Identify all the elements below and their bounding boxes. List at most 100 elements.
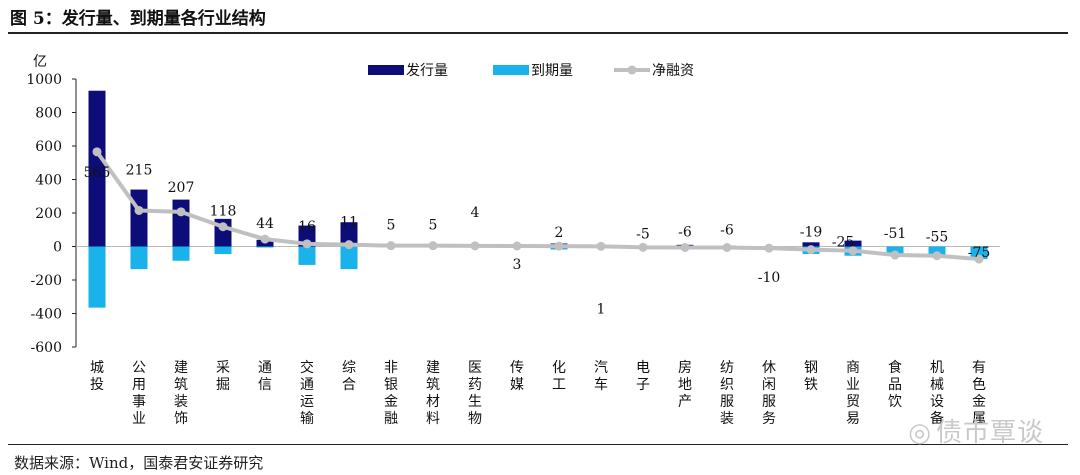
data-label: 4 [471, 205, 480, 221]
x-tick-label: 综合 [342, 360, 356, 393]
x-tick-label: 电子 [636, 360, 650, 393]
bar-maturity [256, 246, 274, 248]
x-tick-label: 休闲服务 [762, 360, 776, 427]
net-financing-point [596, 241, 606, 251]
data-label: -10 [758, 270, 781, 286]
x-tick-label: 机械设备 [930, 360, 944, 427]
data-label: -75 [968, 245, 991, 261]
bar-maturity [298, 246, 316, 265]
x-tick-label: 房地产 [678, 360, 692, 410]
net-financing-point [470, 241, 480, 251]
legend-label: 发行量 [406, 63, 448, 79]
data-label: 118 [210, 204, 237, 220]
chart: 发行量 到期量 净融资 -600 -400 -200 0 200 400 600 800 1000 亿… [26, 54, 1000, 427]
legend-swatch [493, 65, 529, 75]
net-financing-point [134, 205, 144, 215]
x-tick-label: 通信 [258, 360, 272, 393]
x-tick-label: 有色金属 [972, 360, 986, 427]
data-label: -6 [678, 225, 692, 241]
source-note: 数据来源：Wind，国泰君安证券研究 [14, 454, 264, 472]
data-labels: 565 215 207 118 44 16 11 5 5 4 3 2 1 -5 -6 -6 -10 -19 -25 -… [84, 162, 991, 317]
data-label: 5 [429, 218, 438, 234]
bar-maturity [214, 246, 232, 255]
bar-issuance [802, 242, 820, 247]
data-label: 565 [84, 165, 111, 181]
x-tick-label: 交通运输 [300, 359, 314, 427]
net-financing-point [428, 241, 438, 251]
net-financing-point [974, 254, 984, 264]
legend-label: 净融资 [652, 63, 694, 79]
net-line [92, 147, 984, 264]
data-label: 5 [387, 218, 396, 234]
bar-issuance [298, 225, 316, 247]
net-financing-point [806, 245, 816, 255]
bar-maturity [340, 246, 358, 270]
x-tick-label: 钢铁 [804, 360, 818, 393]
net-financing-point [764, 243, 774, 253]
y-tick-label: -600 [31, 340, 62, 356]
x-tick-label: 商业贸易 [846, 360, 860, 427]
bars [88, 90, 988, 308]
bar-issuance [844, 240, 862, 247]
bar-issuance [130, 189, 148, 247]
bar-issuance [88, 90, 106, 247]
bar-maturity [88, 246, 106, 308]
y-axis: -600 -400 -200 0 200 400 600 800 1000 亿 [26, 54, 1000, 356]
x-tick-label: 非银金融 [384, 360, 398, 427]
net-financing-point [722, 243, 732, 253]
x-tick-label: 传媒 [510, 360, 524, 393]
y-tick-label: -200 [31, 273, 62, 289]
legend-marker [627, 65, 637, 75]
x-tick-label: 化工 [552, 360, 566, 393]
data-label: 11 [340, 215, 358, 231]
y-tick-label: 200 [35, 206, 62, 222]
x-tick-label: 纺织服装 [720, 360, 734, 427]
x-tick-label: 建筑材料 [426, 360, 440, 427]
x-tick-label: 城投 [90, 360, 104, 393]
legend-label: 到期量 [531, 63, 573, 79]
watermark: ◎ 债市覃谈 [908, 412, 1044, 449]
bar-maturity [970, 246, 988, 260]
figure-title: 图 5：发行量、到期量各行业结构 [10, 9, 266, 29]
data-label: -55 [926, 230, 949, 246]
y-tick-label: 0 [53, 240, 62, 256]
data-label: -51 [884, 226, 907, 242]
data-label: -19 [800, 225, 823, 241]
net-financing-point [176, 207, 186, 217]
net-financing-point [218, 222, 228, 232]
y-tick-label: 800 [35, 106, 62, 122]
net-financing-point [92, 147, 102, 157]
bar-issuance [340, 222, 358, 247]
data-label: 2 [555, 225, 564, 241]
x-tick-label: 采掘 [216, 360, 230, 393]
data-label: -6 [720, 223, 734, 239]
x-tick-label: 食品饮 [888, 359, 902, 410]
watermark-text: 债市覃谈 [935, 418, 1044, 448]
net-financing-point [512, 241, 522, 251]
bar-issuance [172, 199, 190, 247]
wechat-icon: ◎ [908, 418, 932, 448]
chart-legend: 发行量 到期量 净融资 [368, 63, 694, 79]
y-tick-label: 400 [35, 173, 62, 189]
legend-swatch [368, 65, 404, 75]
source-rule [8, 444, 1068, 445]
y-tick-label: 1000 [26, 72, 62, 88]
data-label: -25 [832, 235, 855, 251]
x-tick-label: 公用事业 [132, 360, 146, 427]
bar-maturity [928, 246, 946, 255]
net-financing-point [554, 241, 564, 251]
net-financing-point [680, 243, 690, 253]
data-label: 16 [298, 219, 316, 235]
x-tick-label: 汽车 [594, 360, 608, 393]
net-financing-point [848, 246, 858, 256]
net-financing-point [260, 234, 270, 244]
net-financing-point [932, 251, 942, 261]
bar-maturity [130, 246, 148, 270]
net-financing-point [638, 242, 648, 252]
net-financing-point [890, 250, 900, 260]
net-financing-line [95, 150, 980, 262]
title-rule [8, 32, 1068, 34]
x-tick-label: 建筑装饰 [174, 360, 188, 427]
net-financing-point [386, 241, 396, 251]
